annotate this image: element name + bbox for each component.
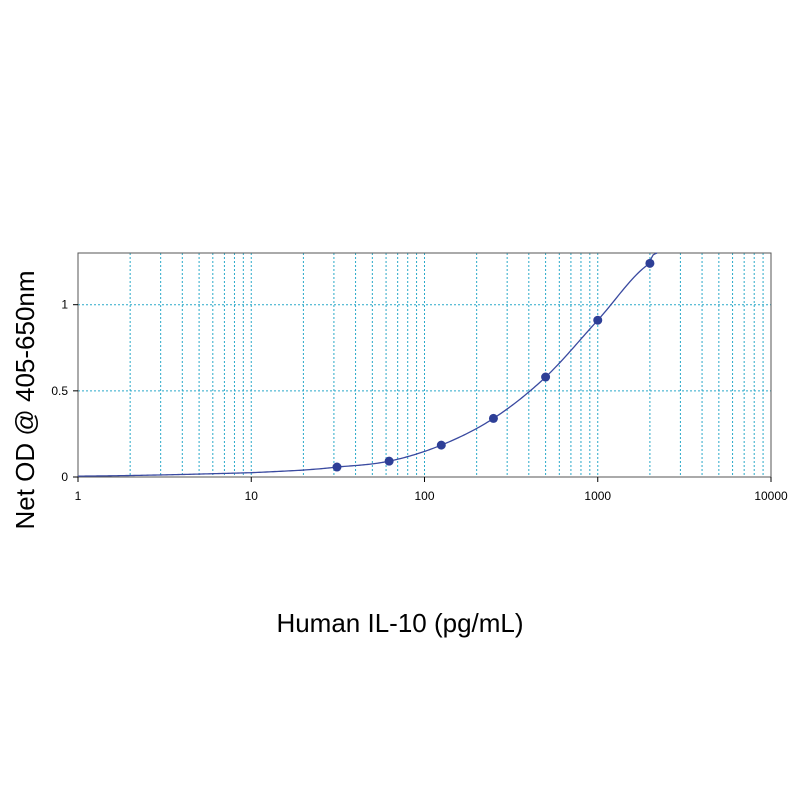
y-tick-label: 1 — [61, 298, 68, 312]
data-point — [541, 372, 551, 382]
data-point — [332, 462, 342, 472]
x-axis-label: Human IL-10 (pg/mL) — [276, 608, 523, 638]
y-tick-label: 0.5 — [51, 384, 68, 398]
y-tick-label: 0 — [61, 470, 68, 484]
fit-curve-line — [77, 252, 658, 477]
data-point — [593, 315, 603, 325]
x-tick-label: 10000 — [754, 489, 788, 503]
data-point — [488, 413, 498, 423]
data-point — [384, 456, 394, 466]
data-point — [645, 258, 655, 268]
curve-layer — [77, 252, 658, 477]
tick-layer: 1 10 100 1000 10000 0 0.5 1 — [51, 298, 788, 503]
data-point — [436, 440, 446, 450]
x-tick-label: 1000 — [584, 489, 611, 503]
point-layer — [332, 258, 655, 472]
y-axis-label: Net OD @ 405-650nm — [10, 270, 40, 529]
x-tick-label: 100 — [414, 489, 434, 503]
x-tick-label: 10 — [245, 489, 259, 503]
grid-layer — [78, 253, 771, 477]
x-tick-label: 1 — [75, 489, 82, 503]
